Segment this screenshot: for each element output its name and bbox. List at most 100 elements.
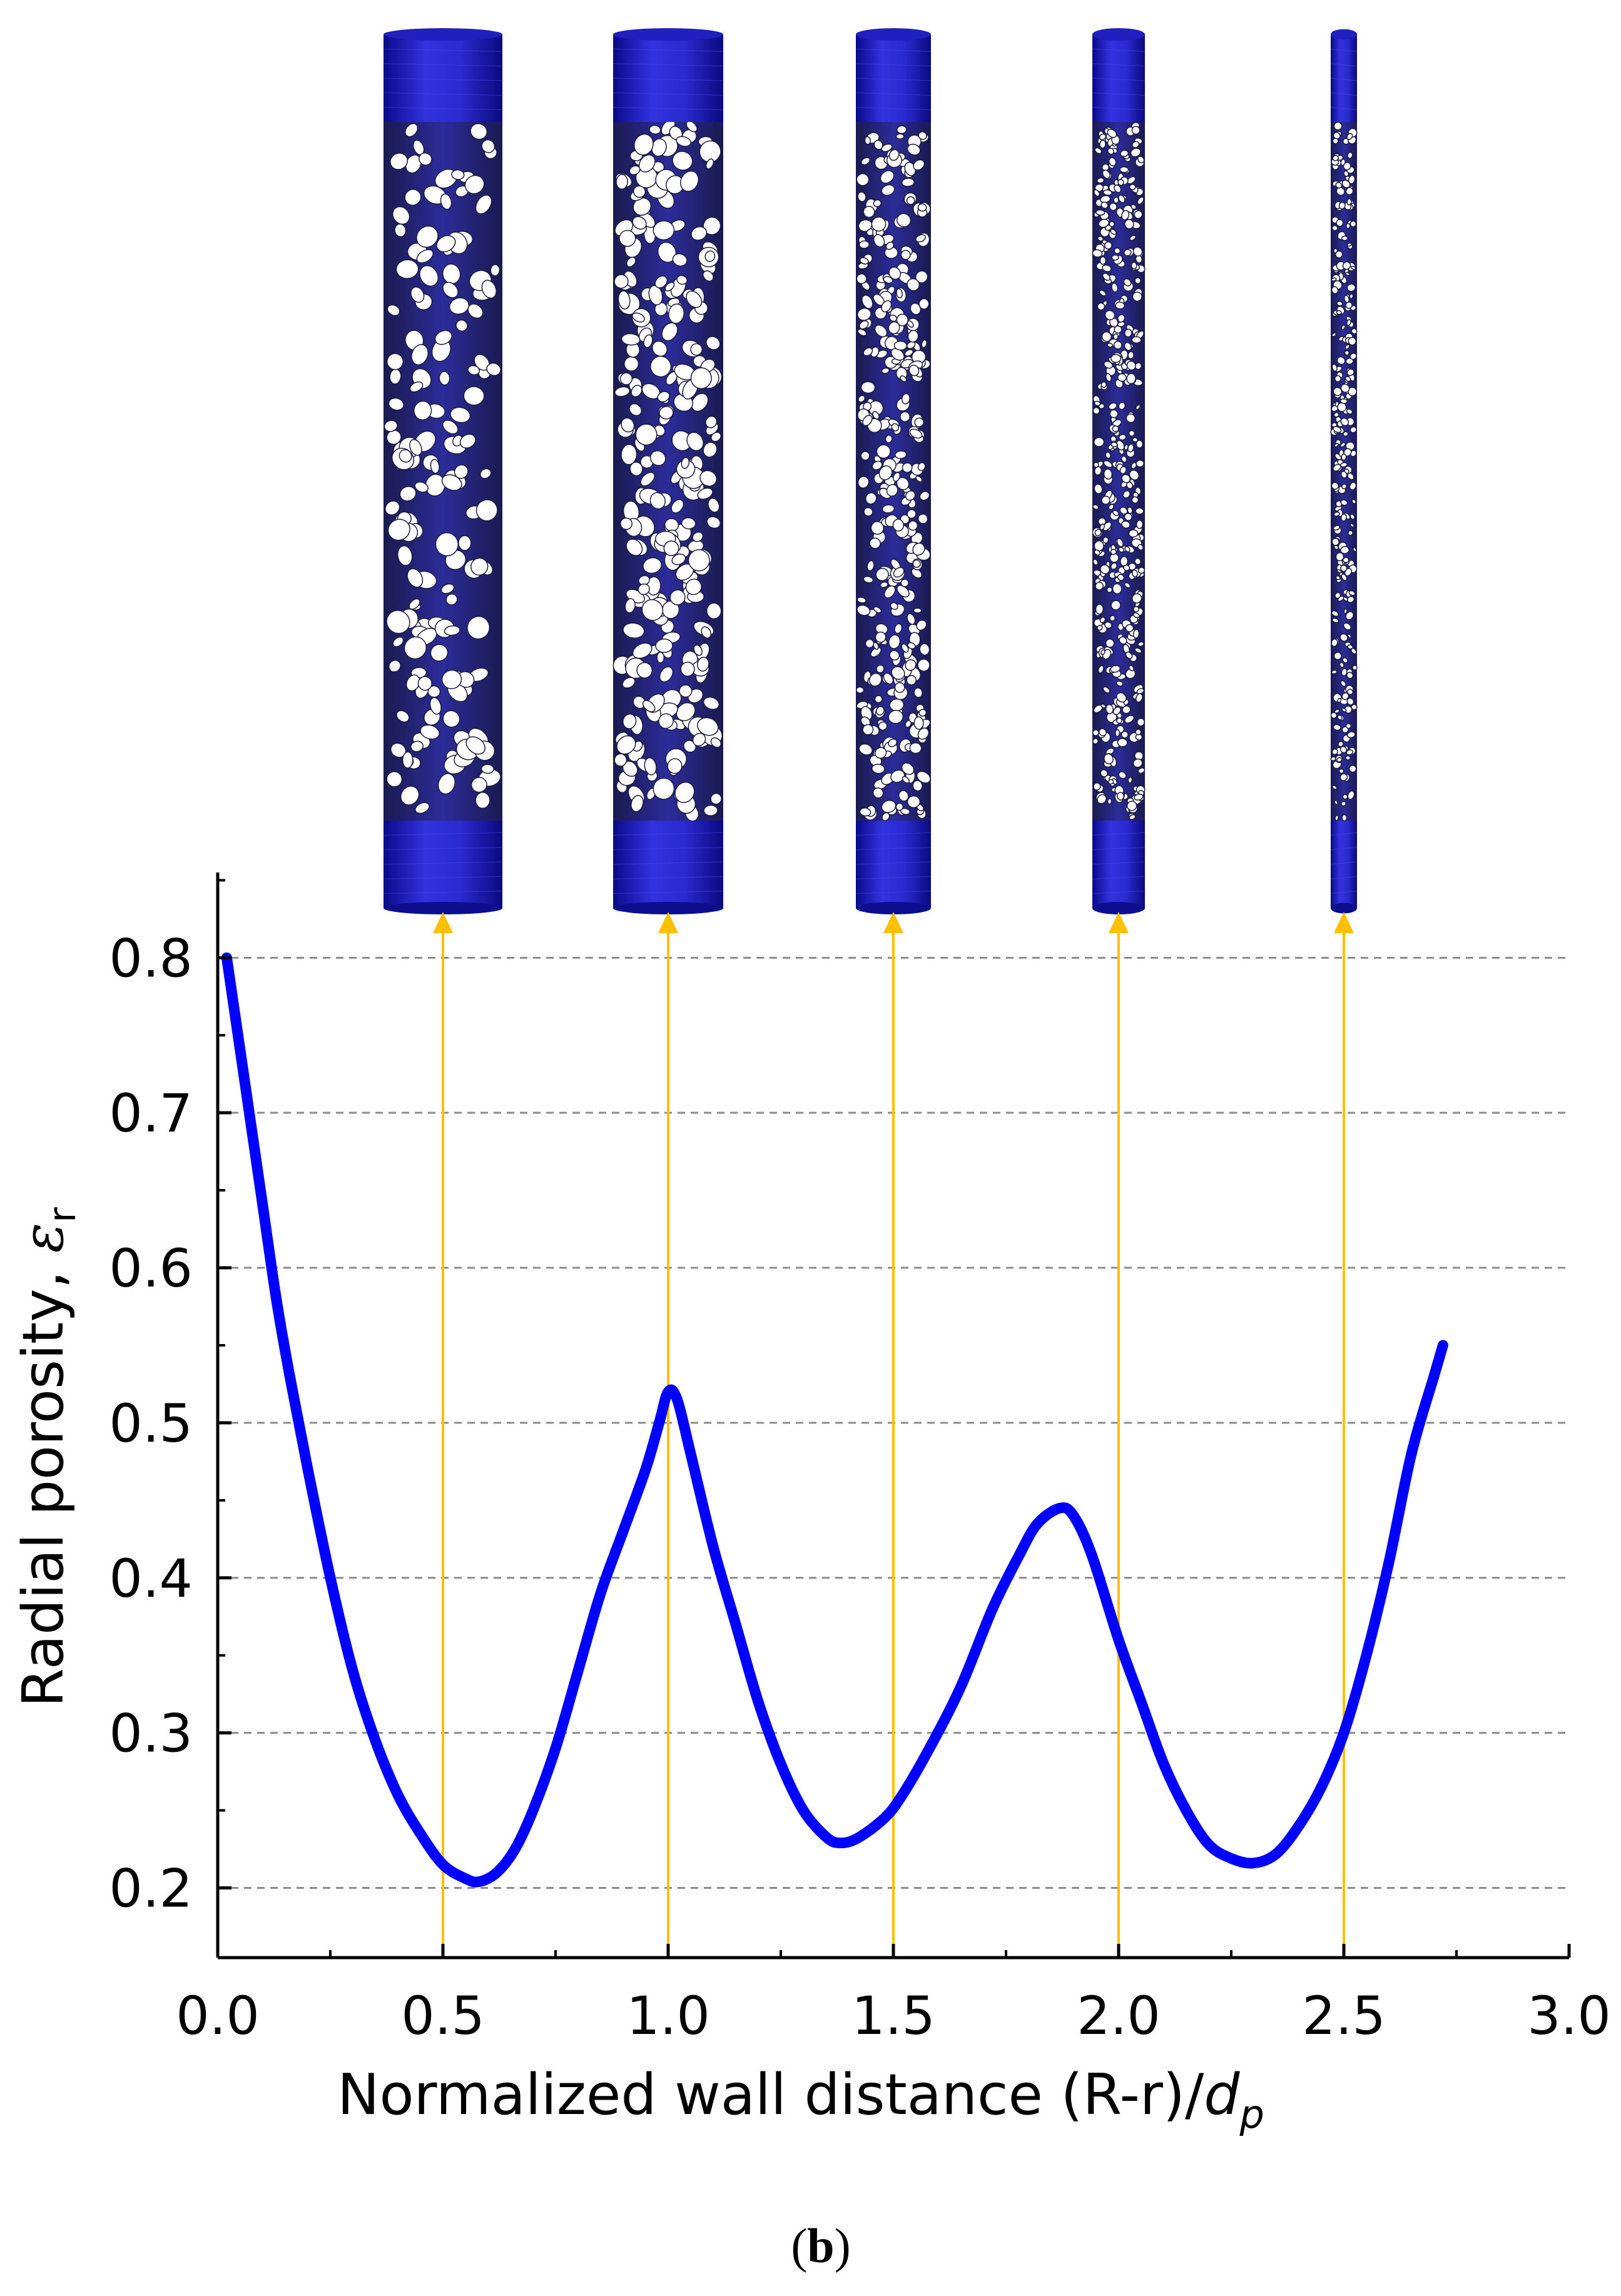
pellet [706,602,722,620]
ticks: 0.2 0.3 0.4 0.5 0.6 0.7 0.8 0.0 0.5 1.0 1.5 2.0 2.5 3… [109,879,1611,2046]
pellet [686,290,703,308]
pellet [1332,154,1339,161]
pellet [440,583,455,594]
pellet [676,136,691,147]
pellet [1110,228,1117,235]
mesh-line [612,832,724,836]
pellet [919,491,930,501]
pellet [402,751,414,769]
pellet [1341,235,1348,241]
pellet [917,659,930,672]
mesh-line [1330,78,1358,81]
pellet [697,657,709,672]
pellet [1137,567,1146,574]
pellet [1108,157,1117,166]
pellet [888,709,904,724]
pellet [874,325,888,338]
pellet [866,560,875,572]
pellet [915,475,923,483]
mesh-line [855,861,932,865]
pellet [1101,331,1112,342]
column-top-cap [613,34,723,122]
column-bottom-cap [1092,821,1145,908]
pellet [1131,261,1137,270]
pellet [621,417,635,433]
pellet [1136,440,1144,448]
mesh-line [855,78,932,81]
column-top-rim [384,28,502,41]
pellet [1338,741,1344,747]
pellet [1351,498,1356,504]
pellet [1124,328,1132,338]
pellet [459,433,476,449]
pellet [1331,277,1337,281]
pellet [1094,400,1101,407]
pellet [688,549,710,572]
pellet [900,579,909,587]
pellet [1119,507,1128,515]
marker-arrowhead [883,912,903,933]
pellet [1342,557,1349,564]
pellet [862,724,874,736]
pellet [876,444,891,459]
pellet [1129,469,1140,481]
pellet [1124,582,1131,589]
marker-arrowhead [1334,912,1354,933]
pellet [900,807,910,815]
pellet [1340,499,1348,506]
pellet [1122,490,1131,498]
pellet [1125,651,1133,659]
pellet [1094,540,1104,552]
pellet [640,472,656,487]
pellet [616,735,636,755]
pellet [644,757,657,776]
column-top-rim [1331,29,1357,40]
pellet [1124,219,1134,230]
pellet [1110,549,1117,555]
pellet [1345,301,1353,309]
pellet [622,622,645,639]
pellet [1109,409,1119,418]
pellet [1126,413,1136,423]
pellet [1118,771,1127,779]
pellet [1114,729,1120,737]
pellet [1131,336,1142,344]
pellet [1099,256,1107,265]
pellet [1124,443,1129,451]
pellet [409,439,422,456]
pellet [1340,564,1348,572]
pellet [629,462,643,477]
pellet [1124,715,1135,724]
pellet [913,687,923,698]
pellet [1334,443,1339,448]
mesh-line [612,891,724,894]
pellet [891,423,900,432]
pellet [881,367,890,374]
pellet [1333,131,1341,139]
pellet [1131,204,1137,210]
pellet [399,449,412,463]
mesh-line [383,876,503,879]
packed-column [612,28,724,914]
pellet [632,312,645,323]
pellet [636,662,653,679]
pellet [1127,351,1134,360]
pellet [894,623,903,634]
pellet [875,631,887,643]
pellet [1344,350,1350,356]
pellet [1099,616,1106,624]
pellet [420,724,440,740]
mesh-line [1330,107,1358,111]
pellet [614,753,628,767]
mesh-line [855,847,932,851]
pellet [888,266,902,280]
pellet [1338,201,1346,210]
pellet [1121,210,1130,221]
mesh-line [1330,92,1358,96]
pellet [1118,433,1127,441]
pellet [1102,521,1112,532]
pellet [1331,482,1339,490]
pellet [1346,596,1355,604]
mesh-line [383,107,503,111]
